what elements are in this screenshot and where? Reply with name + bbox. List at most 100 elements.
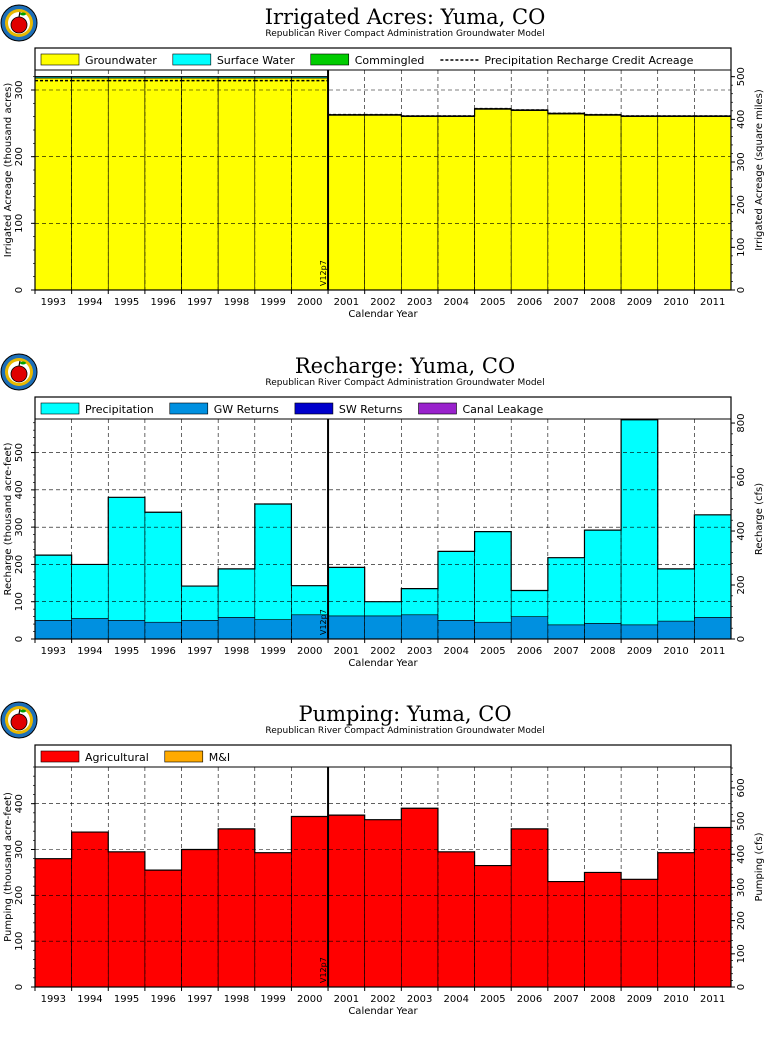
y-tick-label: 400: [14, 794, 25, 813]
bar-gw-returns-1999: [254, 619, 292, 640]
y-tick-label: 0: [14, 287, 25, 293]
bar-groundwater-2005: [474, 109, 512, 291]
bar-precipitation-2005: [474, 531, 512, 623]
bar-groundwater-2002: [364, 115, 402, 291]
x-tick-label-2000: 2000: [297, 297, 322, 308]
x-tick-label-2005: 2005: [480, 994, 505, 1005]
x-tick-label-1993: 1993: [41, 646, 66, 657]
bar-agricultural-2010: [657, 852, 695, 988]
x-tick-label-1997: 1997: [187, 994, 212, 1005]
legend-swatch-precipitation: [40, 402, 80, 415]
legend: Agricultural M&I: [34, 744, 732, 768]
apple-logo-icon: [0, 4, 38, 42]
legend-label-gw-returns: GW Returns: [214, 403, 279, 416]
x-tick-label-2007: 2007: [553, 646, 578, 657]
x-tick-label-1996: 1996: [150, 646, 175, 657]
x-tick-label-1998: 1998: [224, 297, 249, 308]
bar-agricultural-1997: [181, 849, 219, 988]
bar-gw-returns-1997: [181, 620, 219, 640]
y-axis-right: 0 200 400 600 800: [731, 414, 747, 642]
y2-tick-label: 300: [736, 152, 747, 171]
y-axis-label: Pumping (thousand acre-feet): [3, 792, 14, 942]
bar-gw-returns-1994: [71, 618, 109, 640]
bar-gw-returns-2004: [437, 620, 475, 640]
x-tick-label-1993: 1993: [41, 297, 66, 308]
x-tick-label-2003: 2003: [407, 994, 432, 1005]
y2-axis-label: Pumping (cfs): [754, 832, 765, 901]
grid-lines: [35, 767, 731, 987]
x-tick-label-2006: 2006: [517, 994, 542, 1005]
bar-gw-returns-2000: [291, 614, 329, 640]
bar-gw-returns-2005: [474, 621, 512, 640]
bar-agricultural-1994: [71, 831, 109, 988]
bar-gw-returns-2008: [584, 623, 622, 640]
y2-tick-label: 0: [736, 984, 747, 990]
x-tick-label-1998: 1998: [224, 994, 249, 1005]
x-tick-label-2008: 2008: [590, 646, 615, 657]
bar-gw-returns-2006: [510, 616, 549, 640]
bar-groundwater-1993: [34, 77, 72, 291]
y2-tick-label: 500: [736, 812, 747, 831]
y-tick-label: 200: [14, 555, 25, 574]
y-tick-label: 300: [14, 840, 25, 859]
y2-tick-label: 0: [736, 287, 747, 293]
x-axis: 1993 1994 1995 1996 1997 1998 1999 2000 2001 2002…: [34, 639, 725, 657]
bar-groundwater-2010: [657, 116, 695, 291]
chart-title: Recharge: Yuma, CO: [295, 354, 515, 378]
y-tick-label: 400: [14, 480, 25, 499]
pumping-panel: Pumping: Yuma, CO Republican River Compac…: [0, 697, 768, 1038]
y2-tick-label: 600: [736, 467, 747, 486]
y-axis-left: 0 100 200 300 400: [14, 766, 35, 990]
bar-gw-returns-2007: [547, 624, 585, 640]
y2-tick-label: 200: [736, 575, 747, 594]
x-tick-label-1997: 1997: [187, 297, 212, 308]
bar-gw-returns-2001: [327, 615, 365, 640]
y2-tick-label: 400: [736, 845, 747, 864]
legend-swatch-commingled: [310, 53, 350, 66]
bar-precipitation-2010: [657, 568, 695, 622]
legend-label-sw-returns: SW Returns: [339, 403, 403, 416]
y-axis-label: Recharge (thousand acre-feet): [3, 442, 14, 595]
y2-tick-label: 200: [736, 195, 747, 214]
x-axis-label: Calendar Year: [348, 1006, 418, 1017]
bar-gw-returns-2009: [620, 624, 659, 640]
x-tick-label-2008: 2008: [590, 994, 615, 1005]
y2-tick-label: 300: [736, 878, 747, 897]
x-tick-label-2008: 2008: [590, 297, 615, 308]
x-tick-label-2007: 2007: [553, 994, 578, 1005]
y-axis-right: 0 100 200 300 400 500 600: [731, 767, 747, 990]
bar-agricultural-2001: [327, 814, 365, 988]
bar-precipitation-1996: [144, 511, 182, 623]
bar-precipitation-1994: [71, 564, 109, 619]
x-tick-label-1994: 1994: [77, 994, 102, 1005]
bar-agricultural-2004: [437, 851, 475, 988]
x-tick-label-2009: 2009: [627, 646, 652, 657]
bar-precipitation-2001: [327, 567, 365, 617]
x-tick-label-2006: 2006: [517, 297, 542, 308]
plot-frame: [34, 744, 732, 988]
y-tick-label: 0: [14, 984, 25, 990]
x-tick-label-2006: 2006: [517, 646, 542, 657]
x-tick-label-2002: 2002: [370, 297, 395, 308]
bar-groundwater-1998: [217, 77, 256, 291]
bar-groundwater-1996: [144, 77, 182, 291]
bar-precipitation-2007: [547, 557, 585, 626]
bar-agricultural-1996: [144, 869, 182, 988]
x-tick-label-2011: 2011: [700, 646, 725, 657]
y-tick-label: 0: [14, 636, 25, 642]
bar-agricultural-1998: [217, 828, 256, 988]
bar-gw-returns-2002: [364, 615, 402, 640]
bars-group: [34, 76, 732, 291]
legend-label-canal-leakage: Canal Leakage: [463, 403, 544, 416]
x-tick-label-2009: 2009: [627, 297, 652, 308]
x-tick-label-2011: 2011: [700, 297, 725, 308]
x-tick-label-1994: 1994: [77, 297, 102, 308]
x-tick-label-1998: 1998: [224, 646, 249, 657]
x-tick-label-1997: 1997: [187, 646, 212, 657]
x-tick-label-2004: 2004: [444, 646, 469, 657]
bar-agricultural-2006: [510, 828, 549, 988]
bar-groundwater-2001: [327, 115, 365, 291]
x-tick-label-2003: 2003: [407, 646, 432, 657]
x-axis: 1993 1994 1995 1996 1997 1998 1999 2000 2001 2002…: [34, 987, 725, 1005]
